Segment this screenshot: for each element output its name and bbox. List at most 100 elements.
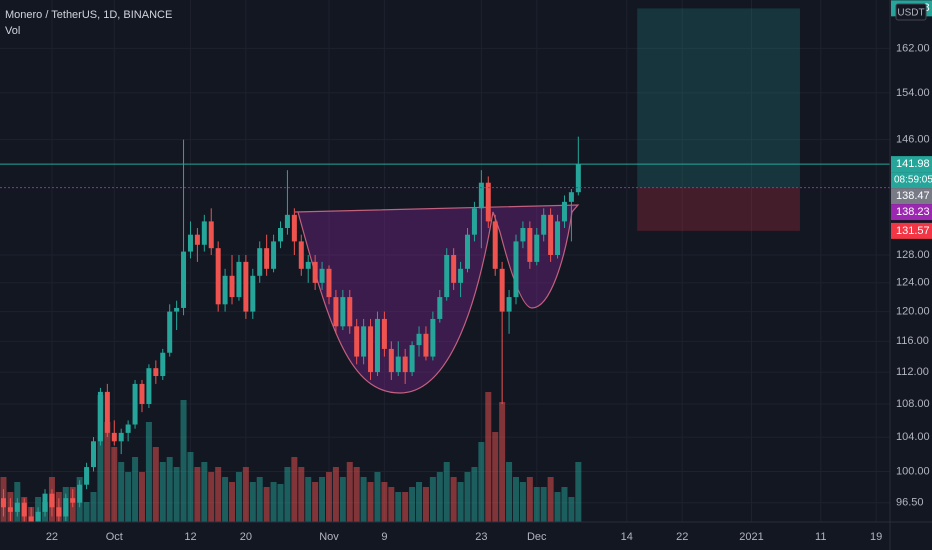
candle-body [305,261,311,269]
volume-bar [270,482,277,522]
y-tick-label: 146.00 [896,134,930,146]
candle-body [201,221,207,245]
candle-body [49,493,55,508]
volume-bar [201,462,208,522]
candle-body [575,163,581,193]
volume-bar [395,492,402,522]
candle-body [381,318,387,349]
candle-body [465,234,471,269]
countdown: 08:59:05 [894,175,932,186]
volume-bar [519,482,526,522]
volume-bar [499,402,506,522]
volume-bar [526,477,533,522]
x-tick-label: 22 [46,531,58,543]
volume-bar [222,477,229,522]
x-tick-label: 2021 [739,531,763,543]
volume-bar [208,472,215,522]
y-tick-label: 104.00 [896,431,930,443]
volume-bar [554,492,561,522]
candle-body [368,326,374,373]
candle-body [471,208,477,235]
candle-body [215,248,221,305]
candle-body [416,333,422,346]
candle-body [478,182,484,209]
candle-body [167,311,173,353]
volume-bar [409,487,416,522]
candle-body [326,268,332,298]
volume-bar [277,484,284,522]
volume-bar [512,477,519,522]
candle-body [125,424,131,433]
price-label: 138.23 [896,206,930,218]
volume-bar [575,462,582,522]
candle-body [388,348,394,373]
candle-body [520,228,526,242]
candle-body [42,493,48,512]
volume-bar [291,457,298,522]
x-tick-label: 14 [621,531,633,543]
candle-body [118,432,124,442]
candle-body [395,356,401,373]
price-label-box [891,188,932,205]
volume-bar [263,487,270,522]
volume-bar [443,462,450,522]
volume-bar [339,477,346,522]
candle-body [181,251,187,308]
candle-body [568,192,574,202]
currency-label[interactable]: USDT [897,8,924,19]
candle-body [534,234,540,262]
volume-bar [402,492,409,522]
candle-body [278,228,284,242]
volume-bar [319,477,326,522]
volume-bar [374,472,381,522]
profit-zone [637,8,800,188]
candle-body [104,391,110,433]
y-tick-label: 124.00 [896,277,930,289]
candle-body [139,383,145,404]
volume-bar [194,467,201,522]
volume-bar [485,392,492,522]
currency-badge[interactable] [895,3,927,21]
volume-bar [471,467,478,522]
candle-body [146,368,152,404]
x-tick-label: 23 [475,531,487,543]
candle-body [84,467,90,485]
candle-body [271,241,277,269]
volume-bar [492,432,499,522]
price-label: 141.98 [896,158,930,170]
volume-bar [125,472,132,522]
price-axis [890,0,932,550]
volume-bar [360,477,367,522]
volume-bar [173,467,180,522]
volume-bar [97,395,104,522]
volume-bar [187,452,194,522]
candle-body [561,201,567,222]
volume-bar [533,487,540,522]
candle-body [499,268,505,312]
candle-body [208,221,214,249]
candle-body [354,326,360,357]
candle-body [194,234,200,245]
y-tick-label: 108.00 [896,398,930,410]
candle-body [298,241,304,269]
volume-bar [388,487,395,522]
volume-bar [305,477,312,522]
volume-bar [166,457,173,522]
volume-bar [436,472,443,522]
candle-body [284,214,290,229]
y-tick-label: 128.00 [896,249,930,261]
volume-bar [83,502,90,522]
y-tick-label: 100.00 [896,465,930,477]
x-tick-label: 19 [870,531,882,543]
candle-body [527,228,533,262]
price-label-box [891,204,932,221]
volume-bar [506,462,513,522]
candle-body [264,248,270,269]
volume-bar [235,472,242,522]
candle-body [132,383,138,425]
candle-body [257,248,263,276]
candle-body [63,498,69,517]
x-tick-label: Dec [527,531,547,543]
candle-body [333,297,339,327]
x-tick-label: 20 [240,531,252,543]
